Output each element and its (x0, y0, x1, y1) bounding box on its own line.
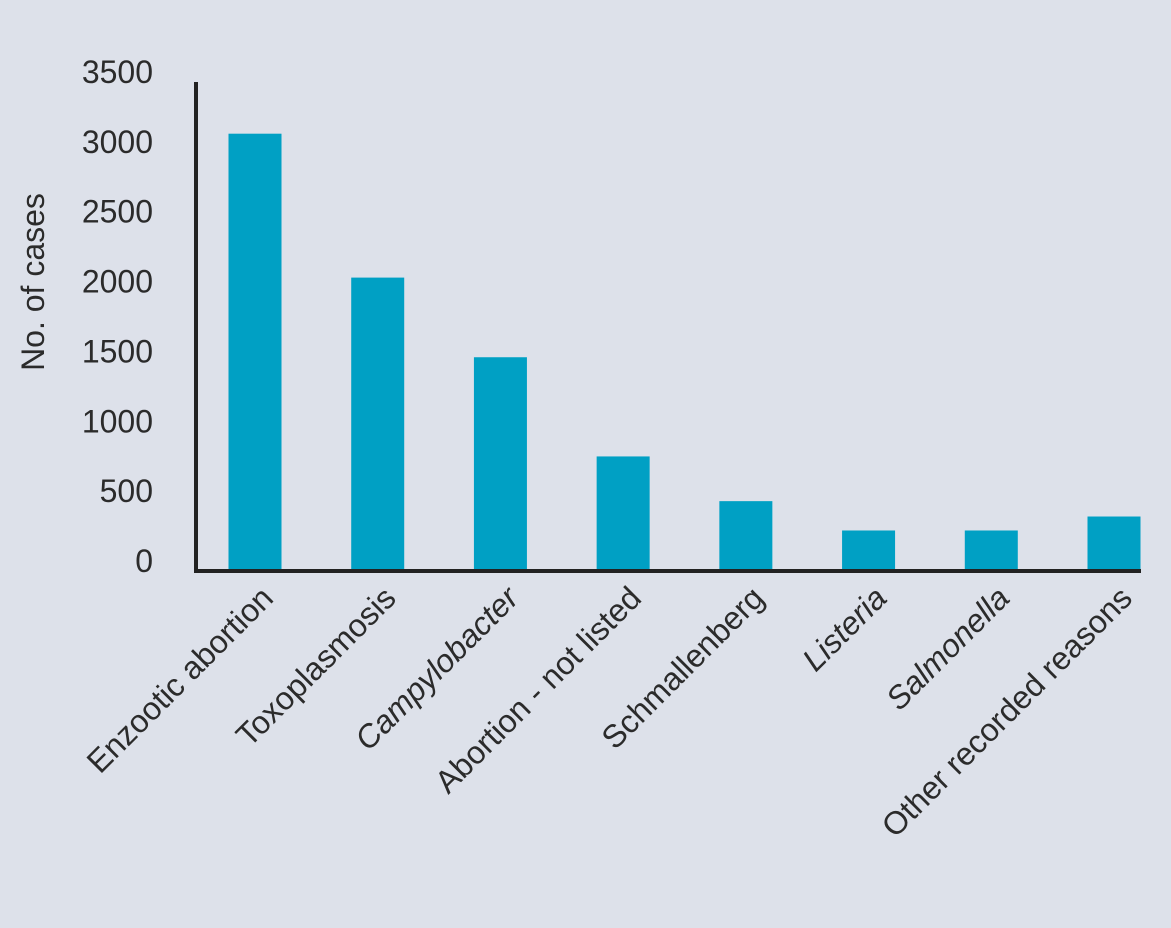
x-tick-label: Other recorded reasons (875, 579, 1139, 843)
x-tick-label: Listeria (795, 579, 893, 677)
y-tick-label: 2500 (82, 194, 153, 230)
y-tick-label: 2000 (82, 264, 153, 300)
bar (1087, 516, 1141, 571)
bar (596, 456, 650, 571)
bar (228, 133, 282, 572)
y-axis-label: No. of cases (15, 193, 51, 371)
y-tick-label: 0 (135, 543, 153, 579)
y-tick-label: 1000 (82, 403, 153, 439)
bar (964, 530, 1018, 571)
x-tick-label: Abortion - not listed (428, 579, 648, 799)
bars (228, 133, 1141, 572)
y-tick-label: 3500 (82, 54, 153, 90)
y-tick-labels: 0 500 1000 1500 2000 2500 3000 3500 (82, 54, 153, 579)
y-tick-label: 500 (100, 473, 153, 509)
bar (351, 277, 405, 571)
bar (842, 530, 896, 571)
x-tick-labels: Enzootic abortionToxoplasmosisCampylobac… (80, 579, 1139, 844)
bar (473, 357, 527, 571)
y-tick-label: 3000 (82, 124, 153, 160)
y-tick-label: 1500 (82, 333, 153, 369)
bar (719, 501, 773, 571)
